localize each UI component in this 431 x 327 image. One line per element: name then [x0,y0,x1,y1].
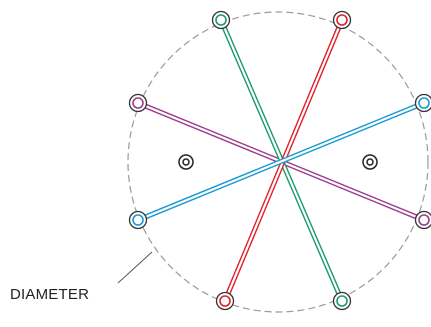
terminal-lower-left [130,212,147,229]
terminal-bottom-left [217,293,234,310]
terminal-inner [337,296,347,306]
terminal-upper-left [130,95,147,112]
terminal-lower-right [416,212,431,229]
terminal-upper-right [416,95,431,112]
diameter-label: DIAMETER [10,286,89,303]
diameter-leader-line [118,252,152,283]
terminal-inner [133,98,143,108]
terminal-inner [133,215,143,225]
terminal-inner [220,296,230,306]
terminal-top-right [334,12,351,29]
terminal-bottom-right [334,293,351,310]
terminal-inner [337,15,347,25]
terminal-inner [419,215,429,225]
mounting-hole [363,155,377,169]
terminal-inner [216,15,226,25]
mounting-hole-inner [367,159,373,165]
mounting-hole [179,155,193,169]
terminal-inner [419,98,429,108]
terminal-top-left [213,12,230,29]
mounting-hole-inner [183,159,189,165]
